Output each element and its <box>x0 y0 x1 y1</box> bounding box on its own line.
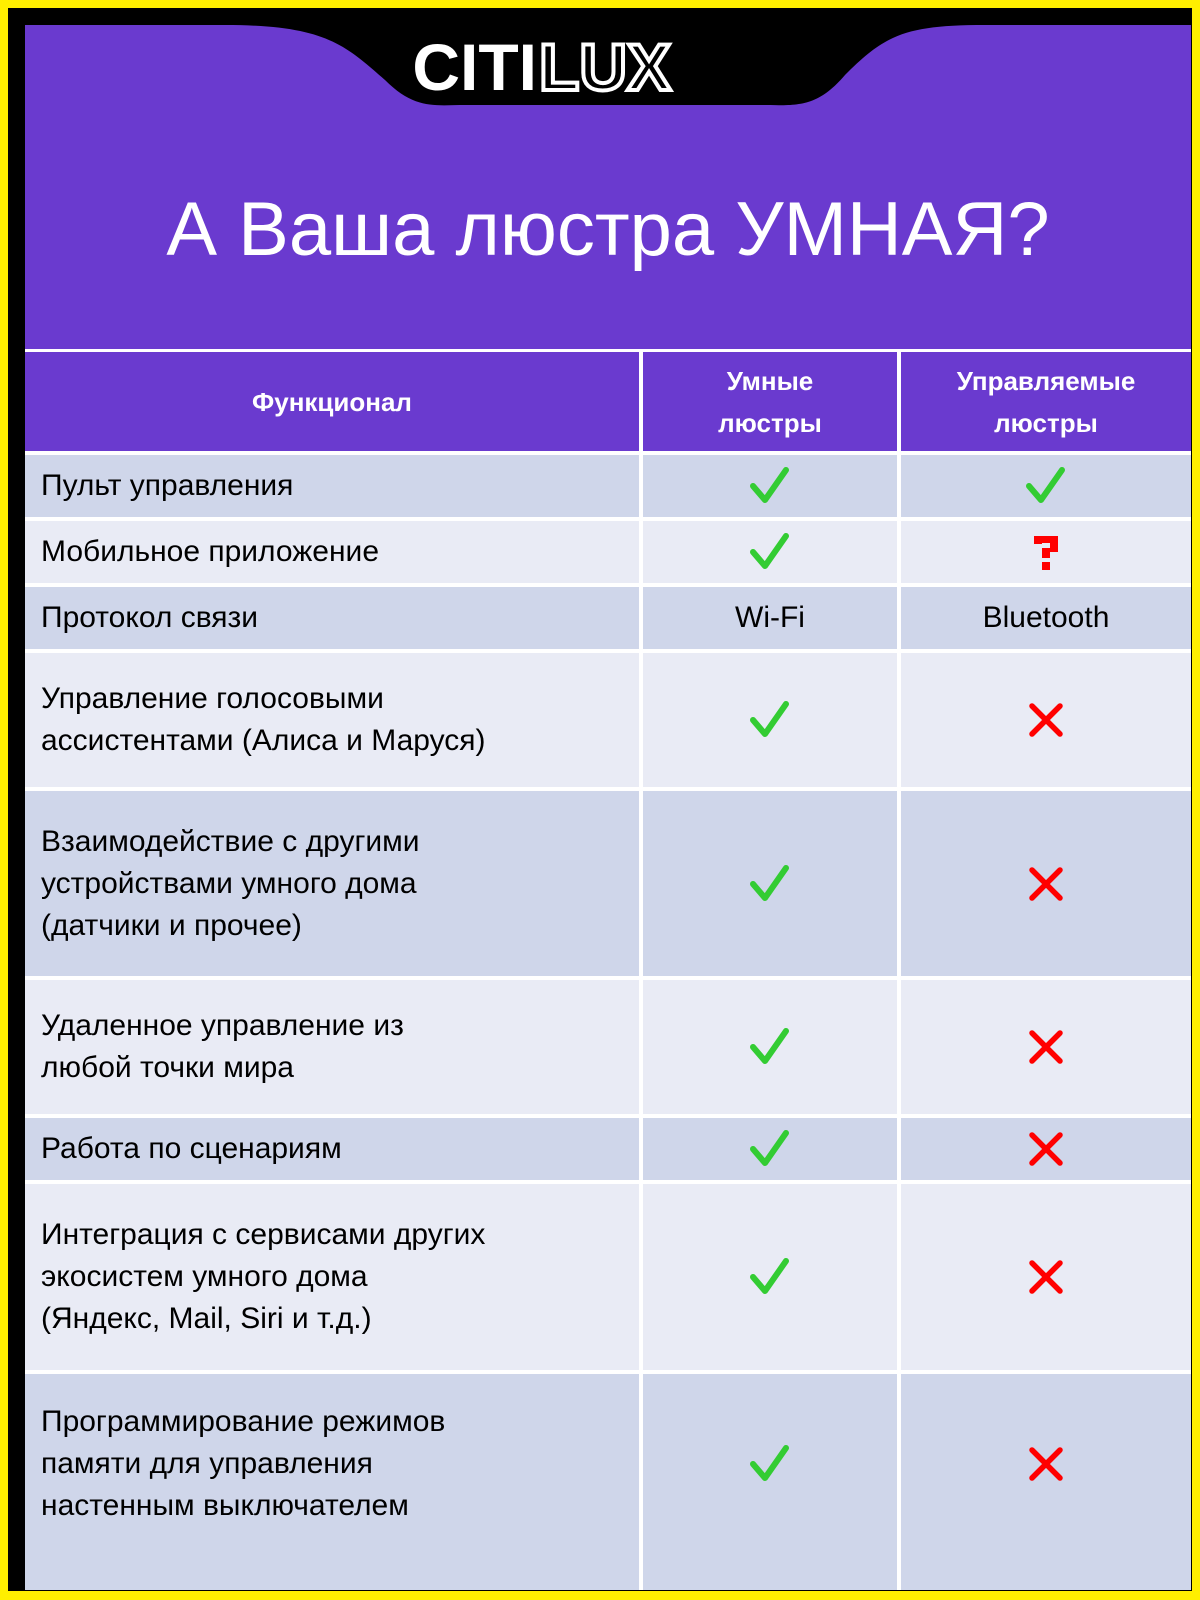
citilux-logo: CITI LUX <box>225 25 985 106</box>
managed-value <box>901 791 1191 976</box>
infographic: CITI LUX А Ваша люстра УМНАЯ? Функционал… <box>25 25 1191 1590</box>
text-line: Программирование режимов <box>41 1404 446 1438</box>
feature-label: Протокол связи <box>25 587 639 649</box>
feature-label: Управление голосовыми ассистентами (Алиса… <box>25 653 639 787</box>
value-text: Bluetooth <box>982 601 1110 634</box>
feature-label: Мобильное приложение <box>25 521 639 583</box>
managed-value <box>901 653 1191 787</box>
text-line: Пульт управления <box>41 469 294 502</box>
svg-text:LUX: LUX <box>539 30 671 104</box>
text-line: Протокол связи <box>41 601 259 634</box>
cross-icon <box>1029 866 1063 901</box>
feature-label: Работа по сценариям <box>25 1118 639 1180</box>
managed-value <box>901 980 1191 1114</box>
text-line: (Яндекс, Mail, Siri и т.д.) <box>41 1302 372 1335</box>
cross-icon <box>1029 1030 1063 1064</box>
managed-value: Bluetooth <box>901 587 1191 649</box>
check-icon <box>750 1028 789 1064</box>
svg-text:CITI: CITI <box>412 30 537 104</box>
page-title: А Ваша люстра УМНАЯ? <box>166 187 1050 272</box>
text-line: Интеграция с сервисами других <box>41 1218 486 1251</box>
header-smart: Умные люстры <box>643 352 897 451</box>
check-icon <box>750 533 789 569</box>
text-line: настенным выключателем <box>41 1488 409 1522</box>
text-line: устройствами умного дома <box>41 866 417 900</box>
text-line: Работа по сценариям <box>41 1132 342 1165</box>
logo-tab-shape <box>225 25 985 106</box>
managed-value <box>901 1374 1191 1590</box>
feature-label: Программирование режимов памяти для управ… <box>25 1374 639 1590</box>
cross-icon <box>1029 1446 1063 1481</box>
feature-label: Пульт управления <box>25 455 639 517</box>
text-line: люстры <box>994 407 1098 438</box>
check-icon <box>750 701 789 737</box>
check-icon <box>750 864 789 901</box>
text-line: ассистентами (Алиса и Маруся) <box>41 724 486 757</box>
feature-label: Взаимодействие с другими устройствами умн… <box>25 791 639 976</box>
smart-value <box>643 791 897 976</box>
smart-value <box>643 1118 897 1180</box>
cross-icon <box>1029 1260 1063 1294</box>
cross-icon <box>1029 1132 1063 1166</box>
check-icon <box>750 1258 789 1294</box>
header-feature: Функционал <box>25 352 639 451</box>
text-line: люстры <box>718 407 822 438</box>
cross-icon <box>1029 703 1063 737</box>
text-line: Функционал <box>252 386 412 417</box>
value-text: Wi-Fi <box>735 601 805 634</box>
text-line: (датчики и прочее) <box>41 908 302 942</box>
check-icon <box>1026 467 1065 503</box>
text-line: Взаимодействие с другими <box>41 824 420 858</box>
feature-label: Интеграция с сервисами других экосистем у… <box>25 1184 639 1370</box>
smart-value <box>643 521 897 583</box>
managed-value <box>901 1184 1191 1370</box>
managed-value <box>901 455 1191 517</box>
header-managed: Управляемые люстры <box>901 352 1191 451</box>
text-line: Управляемые <box>956 365 1136 396</box>
check-icon <box>750 467 789 503</box>
smart-value <box>643 980 897 1114</box>
text-line: Мобильное приложение <box>41 535 379 568</box>
check-icon <box>750 1130 789 1166</box>
smart-value: Wi-Fi <box>643 587 897 649</box>
comparison-table: Функционал Умные люстры Управляемые люстры Пу… <box>25 349 1191 1590</box>
text-line: экосистем умного дома <box>41 1260 368 1293</box>
text-line: Управление голосовыми <box>41 682 384 715</box>
question-icon <box>1034 536 1058 570</box>
managed-value <box>901 1118 1191 1180</box>
text-line: Умные <box>726 365 814 396</box>
feature-label: Удаленное управление из любой точки мира <box>25 980 639 1114</box>
check-icon <box>750 1444 789 1481</box>
text-line: любой точки мира <box>41 1051 294 1084</box>
black-frame: CITI LUX А Ваша люстра УМНАЯ? Функционал… <box>8 8 1192 1591</box>
smart-value <box>643 455 897 517</box>
managed-value <box>901 521 1191 583</box>
text-line: Удаленное управление из <box>41 1009 404 1042</box>
smart-value <box>643 653 897 787</box>
smart-value <box>643 1374 897 1590</box>
text-line: памяти для управления <box>41 1446 373 1480</box>
smart-value <box>643 1184 897 1370</box>
